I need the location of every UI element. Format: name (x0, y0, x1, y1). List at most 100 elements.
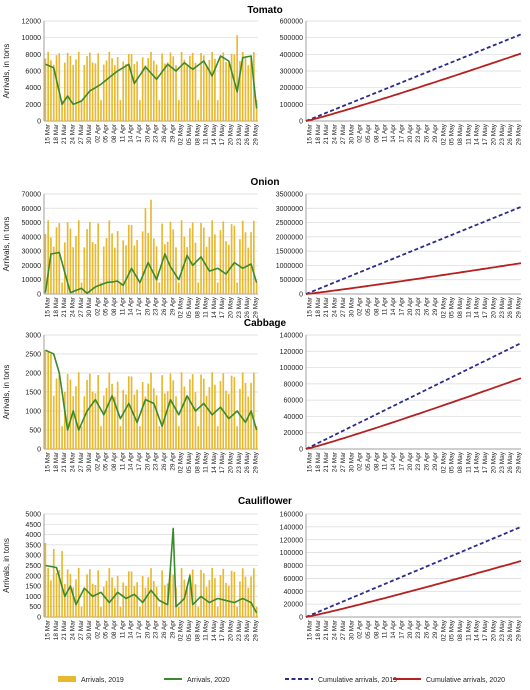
bar-arrivals-2019 (64, 391, 66, 449)
y-tick-label: 80000 (284, 381, 304, 388)
y-tick-label: 8000 (25, 52, 41, 59)
x-tick-label: 02 May (178, 451, 185, 473)
bar-arrivals-2019 (150, 568, 152, 617)
legend-label: Arrivals, 2019 (81, 677, 124, 684)
bar-arrivals-2019 (230, 375, 233, 449)
x-tick-label: 14 May (474, 451, 481, 473)
bar-arrivals-2019 (225, 390, 227, 449)
bar-arrivals-2019 (94, 243, 97, 294)
x-tick-label: 24 Mar (69, 123, 76, 144)
x-tick-label: 08 May (194, 451, 201, 473)
bar-arrivals-2019 (216, 426, 219, 449)
bar-arrivals-2019 (55, 55, 58, 121)
line-cumulative-2019 (305, 33, 522, 122)
x-tick-label: 14 May (211, 123, 218, 145)
x-tick-label: 18 Mar (53, 451, 60, 472)
x-tick-label: 05 Apr (365, 123, 372, 143)
bar-arrivals-2019 (197, 426, 200, 449)
x-tick-label: 08 Apr (111, 123, 118, 143)
bar-arrivals-2019 (175, 247, 177, 294)
bar-arrivals-2019 (183, 386, 186, 449)
y-tick-label: 0 (37, 447, 41, 454)
x-tick-label: 11 Apr (382, 451, 389, 470)
y-tick-label: 2500 (25, 563, 41, 570)
bar-arrivals-2019 (239, 60, 241, 121)
daily-arrivals-panel: 0 500 1000 1500 2000 2500 3000 3500 4000 4500 5000… (2, 512, 260, 642)
chart-title-cabbage: Cabbage (244, 318, 287, 329)
x-tick-label: 24 Mar (69, 619, 76, 640)
x-tick-label: 21 Mar (61, 451, 68, 472)
legend-swatch-bar (58, 676, 76, 682)
y-tick-label: 300000 (280, 69, 303, 76)
legend: Arrivals, 2019 Arrivals, 2020 Cumulative a… (58, 676, 505, 684)
bar-arrivals-2019 (194, 584, 197, 617)
bar-arrivals-2019 (44, 350, 47, 449)
y-tick-label: 3500000 (276, 192, 303, 199)
x-tick-label: 18 Mar (53, 123, 60, 144)
x-tick-label: 27 Mar (78, 619, 85, 640)
bar-arrivals-2019 (122, 582, 125, 617)
x-tick-label: 11 May (203, 123, 210, 145)
bar-arrivals-2019 (114, 396, 116, 449)
bar-arrivals-2019 (119, 100, 122, 121)
bar-arrivals-2019 (255, 282, 258, 294)
bar-arrivals-2019 (44, 234, 47, 294)
x-tick-label: 14 Apr (390, 451, 397, 471)
x-tick-label: 14 Apr (128, 619, 135, 639)
bar-arrivals-2019 (89, 373, 91, 449)
y-tick-label: 1500 (25, 390, 41, 397)
bar-arrivals-2019 (144, 208, 147, 294)
bar-arrivals-2019 (52, 64, 55, 121)
y-tick-label: 120000 (280, 537, 303, 544)
bar-arrivals-2019 (227, 393, 230, 449)
bar-arrivals-2019 (247, 396, 250, 449)
x-tick-label: 15 Mar (307, 123, 314, 144)
x-tick-label: 11 May (465, 123, 472, 145)
y-tick-label: 40000 (284, 414, 304, 421)
bar-arrivals-2019 (219, 56, 222, 122)
x-tick-label: 27 Mar (340, 123, 347, 144)
bar-arrivals-2019 (125, 63, 127, 121)
y-tick-label: 1000 (25, 409, 41, 416)
x-tick-label: 20 May (490, 451, 497, 473)
x-tick-label: 21 Mar (61, 296, 68, 317)
x-tick-label: 02 Apr (357, 619, 364, 639)
y-tick-label: 0 (37, 119, 41, 126)
bar-arrivals-2019 (194, 242, 197, 294)
bar-arrivals-2019 (50, 580, 52, 617)
x-tick-label: 18 Mar (53, 296, 60, 317)
bar-arrivals-2019 (97, 374, 100, 449)
bar-arrivals-2019 (127, 571, 130, 617)
cumulative-panel: 0 500000 1000000 1500000 2000000 2500000 30000… (276, 192, 523, 319)
bar-arrivals-2019 (80, 426, 83, 449)
bar-arrivals-2019 (158, 606, 161, 617)
y-tick-label: 4000 (25, 532, 41, 539)
bar-arrivals-2019 (83, 64, 86, 121)
bar-arrivals-2019 (94, 63, 97, 121)
y-tick-label: 5000 (25, 512, 41, 519)
x-tick-label: 08 Apr (373, 123, 380, 143)
bar-arrivals-2019 (80, 606, 83, 617)
bar-arrivals-2019 (202, 55, 205, 121)
bar-arrivals-2019 (72, 396, 75, 449)
bar-arrivals-2019 (116, 57, 119, 121)
y-tick-label: 80000 (284, 563, 304, 570)
bar-arrivals-2019 (150, 199, 152, 294)
bar-arrivals-2019 (211, 220, 213, 294)
y-tick-label: 50000 (22, 220, 42, 227)
cumulative-panel: 0 20000 40000 60000 80000 100000 120000 140000 1… (280, 333, 523, 474)
bar-arrivals-2019 (122, 61, 125, 121)
bar-arrivals-2019 (169, 52, 172, 122)
bar-arrivals-2019 (47, 51, 50, 121)
x-tick-label: 20 Apr (144, 296, 151, 316)
bar-arrivals-2019 (94, 393, 97, 449)
y-tick-label: 500 (29, 428, 41, 435)
bar-arrivals-2019 (141, 231, 144, 294)
x-tick-label: 29 May (516, 123, 523, 145)
y-tick-label: 2500000 (276, 220, 303, 227)
x-tick-label: 05 Apr (365, 296, 372, 316)
y-tick-label: 20000 (284, 430, 304, 437)
x-tick-label: 11 May (465, 296, 472, 318)
bar-arrivals-2019 (214, 384, 216, 449)
